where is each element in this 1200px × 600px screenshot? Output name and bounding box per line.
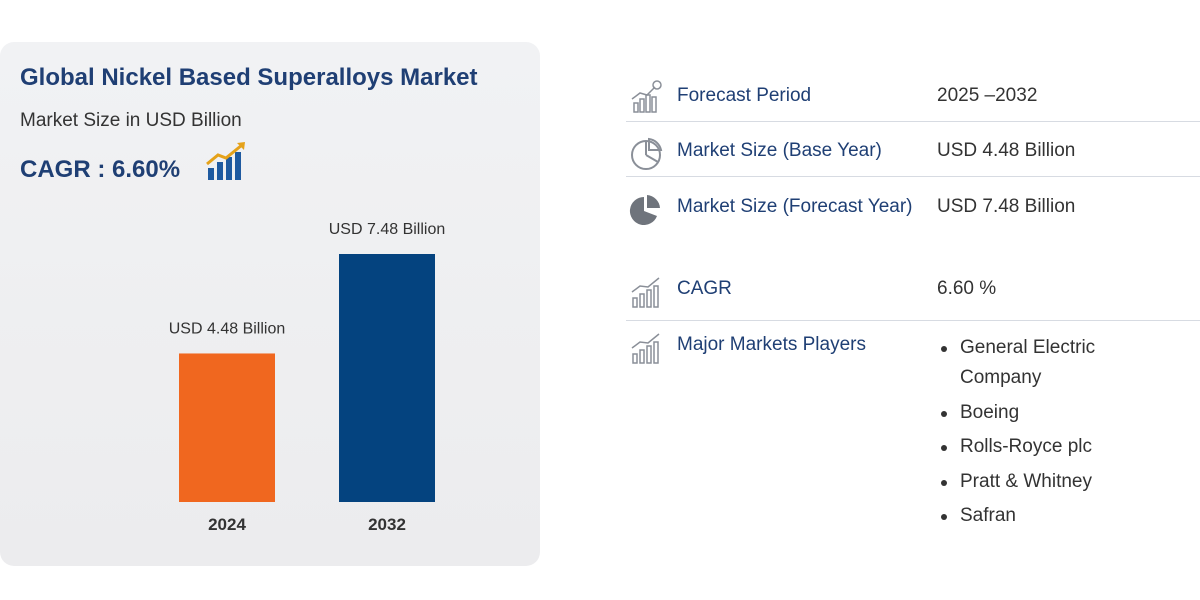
player-item: General Electric Company bbox=[937, 333, 1167, 393]
page-subtitle: Market Size in USD Billion bbox=[20, 110, 242, 131]
x-tick-label-2032: 2032 bbox=[368, 515, 406, 534]
summary-label: Major Markets Players bbox=[677, 334, 866, 355]
player-item: Boeing bbox=[937, 398, 1167, 428]
summary-label: CAGR bbox=[677, 278, 732, 299]
summary-value: 2025 –2032 bbox=[937, 85, 1038, 106]
pie-chart-filled-icon bbox=[629, 195, 660, 225]
summary-label: Market Size (Base Year) bbox=[677, 140, 882, 161]
bar-2032 bbox=[339, 254, 435, 502]
growth-chart-icon bbox=[631, 333, 660, 364]
data-label-2032: USD 7.48 Billion bbox=[329, 221, 446, 238]
summary-label: Forecast Period bbox=[677, 85, 812, 106]
bar-2024 bbox=[179, 353, 275, 502]
row-divider bbox=[626, 176, 1200, 177]
data-label-2024: USD 4.48 Billion bbox=[169, 320, 286, 337]
summary-label: Market Size (Forecast Year) bbox=[677, 196, 913, 217]
row-divider bbox=[626, 320, 1200, 321]
player-item: Rolls-Royce plc bbox=[937, 432, 1167, 462]
player-item: Safran bbox=[937, 501, 1167, 531]
players-list: General Electric Company Boeing Rolls-Royc… bbox=[937, 333, 1167, 536]
bar-chart-search-icon bbox=[631, 80, 662, 113]
page-title: Global Nickel Based Superalloys Market bbox=[20, 64, 478, 91]
summary-value: USD 4.48 Billion bbox=[937, 140, 1076, 161]
growth-chart-icon bbox=[631, 277, 660, 308]
pie-chart-outline-icon bbox=[631, 137, 663, 170]
growth-arrow-icon bbox=[206, 142, 245, 180]
row-divider bbox=[626, 121, 1200, 122]
x-tick-label-2024: 2024 bbox=[208, 515, 246, 534]
cagr-headline: CAGR : 6.60% bbox=[20, 156, 181, 183]
bar-chart: USD 4.48 Billion 2024 USD 7.48 Billion 2032 bbox=[169, 221, 446, 534]
player-item: Pratt & Whitney bbox=[937, 467, 1167, 497]
summary-value: USD 7.48 Billion bbox=[937, 196, 1076, 217]
summary-value: 6.60 % bbox=[937, 278, 997, 299]
